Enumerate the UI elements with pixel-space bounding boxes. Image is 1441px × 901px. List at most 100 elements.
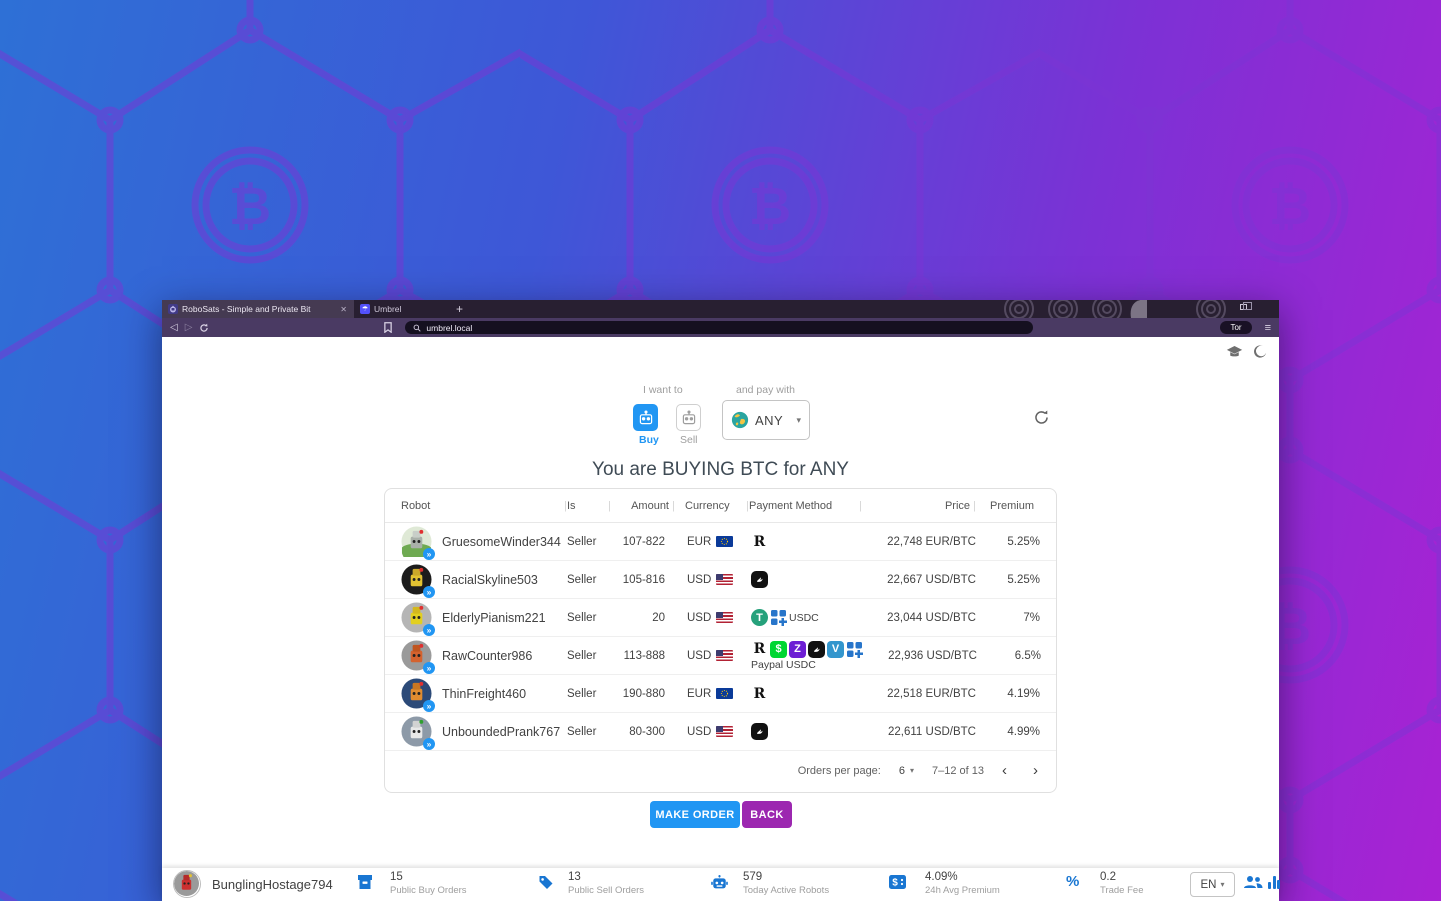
header-robot: Robot <box>401 500 567 512</box>
onion-pattern-decoration <box>1004 300 1226 318</box>
premium-cell: 6.5% <box>1014 649 1041 662</box>
per-page-select[interactable]: 6 ▾ <box>899 765 914 777</box>
sell-label: Sell <box>680 434 698 446</box>
refresh-button[interactable] <box>1033 409 1050 426</box>
stat-today-active-robots: 579 Today Active Robots <box>743 871 830 896</box>
buy-toggle-button[interactable] <box>633 404 658 431</box>
currency-code: USD <box>687 649 712 662</box>
robot-avatar: » <box>401 564 435 598</box>
header-is: Is <box>567 500 611 512</box>
amount-cell: 20 <box>652 611 665 624</box>
language-select[interactable]: EN ▾ <box>1190 872 1235 897</box>
amount-cell: 80-300 <box>629 725 665 738</box>
url-text: umbrel.local <box>426 322 473 333</box>
robosats-app: I want to Buy Sell and pay with ANY ▾ Yo… <box>162 337 1280 901</box>
avg-premium-price-icon: $ <box>889 875 906 889</box>
payment-method-text: Paypal USDC <box>751 658 816 671</box>
hamburger-menu-icon[interactable]: ≡ <box>1264 321 1271 334</box>
eu-flag-icon <box>716 688 734 699</box>
eu-flag-icon <box>716 536 734 547</box>
venmo-icon: V <box>827 640 844 658</box>
table-row[interactable]: » RacialSkyline503 Seller 105-816 USD 22… <box>385 561 1056 599</box>
robot-avatar: » <box>401 678 435 712</box>
tab-robosats[interactable]: RoboSats - Simple and Private Bit ✕ <box>162 300 354 318</box>
price-cell: 22,748 EUR/BTC <box>887 535 976 548</box>
is-cell: Seller <box>567 535 597 548</box>
table-row[interactable]: » ThinFreight460 Seller 190-880 EUR R 22… <box>385 675 1056 713</box>
exchange-summary-chart-icon[interactable] <box>1268 875 1280 889</box>
table-row[interactable]: » GruesomeWinder344 Seller 107-822 EUR R… <box>385 523 1056 561</box>
forward-button[interactable]: ▷ <box>184 321 193 333</box>
payment-method-text: USDC <box>789 611 819 624</box>
stat-public-sell-orders: 13 Public Sell Orders <box>568 871 645 896</box>
stat-24h-avg-premium: 4.09% 24h Avg Premium <box>925 871 1000 896</box>
tab-umbrel[interactable]: ☂ Umbrel <box>354 300 448 318</box>
cashapp-icon: $ <box>770 640 787 658</box>
table-row[interactable]: » UnboundedPrank767 Seller 80-300 USD 22… <box>385 713 1056 751</box>
order-badge-icon: » <box>423 624 435 636</box>
tor-circuit-button[interactable]: Tor <box>1220 321 1252 334</box>
chevron-down-icon: ▾ <box>1220 880 1225 889</box>
currency-code: EUR <box>687 687 712 700</box>
learn-graduation-icon[interactable] <box>1226 345 1243 359</box>
pay-with-label: and pay with <box>736 384 795 396</box>
user-avatar[interactable] <box>173 870 201 898</box>
new-tab-button[interactable]: + <box>456 302 464 316</box>
currency-code: USD <box>687 725 712 738</box>
tab-close-icon[interactable]: ✕ <box>340 304 347 314</box>
price-cell: 22,936 USD/BTC <box>888 649 977 662</box>
table-header-row: Robot Is Amount Currency Payment Method … <box>385 489 1056 523</box>
globe-any-icon <box>731 411 749 429</box>
bird-pay-icon <box>751 723 768 740</box>
us-flag-icon <box>716 574 734 585</box>
order-book-table: Robot Is Amount Currency Payment Method … <box>384 488 1057 793</box>
community-people-icon[interactable] <box>1243 875 1263 889</box>
page-title: You are BUYING BTC for ANY <box>592 459 849 480</box>
reload-button[interactable] <box>199 323 209 333</box>
currency-code: USD <box>687 611 712 624</box>
url-bar[interactable]: umbrel.local <box>405 321 1034 334</box>
header-payment: Payment Method <box>749 500 862 512</box>
tab-title: RoboSats - Simple and Private Bit <box>182 304 311 314</box>
window-restore-icon[interactable] <box>1240 302 1252 310</box>
amount-cell: 105-816 <box>622 573 665 586</box>
amount-cell: 190-880 <box>622 687 665 700</box>
premium-cell: 4.99% <box>1007 725 1040 738</box>
payment-method-select[interactable]: ANY ▾ <box>722 400 810 440</box>
stat-public-buy-orders: 15 Public Buy Orders <box>390 871 467 896</box>
table-row[interactable]: » ElderlyPianism221 Seller 20 USD T USDC… <box>385 599 1056 637</box>
stat-trade-fee: 0.2 Trade Fee <box>1100 871 1144 896</box>
us-flag-icon <box>716 612 734 623</box>
orders-per-page-label: Orders per page: <box>797 764 881 777</box>
premium-cell: 5.25% <box>1007 535 1040 548</box>
bookmark-icon[interactable] <box>384 322 393 333</box>
sell-toggle-button[interactable] <box>676 404 701 431</box>
trade-fee-percent-icon: % <box>1066 873 1080 890</box>
buy-robot-icon <box>639 409 652 424</box>
is-cell: Seller <box>567 611 597 624</box>
revolut-icon: R <box>751 685 768 702</box>
back-button[interactable]: ◁ <box>170 321 178 333</box>
us-flag-icon <box>716 726 734 737</box>
robot-name: ThinFreight460 <box>442 686 527 701</box>
table-row[interactable]: » RawCounter986 Seller 113-888 USD R $ Z… <box>385 637 1056 675</box>
order-badge-icon: » <box>423 662 435 674</box>
search-icon <box>414 324 422 332</box>
umbrel-favicon-icon: ☂ <box>360 304 370 314</box>
user-nickname[interactable]: BunglingHostage794 <box>212 877 333 892</box>
premium-cell: 4.19% <box>1007 687 1040 700</box>
back-button[interactable]: BACK <box>742 801 792 828</box>
payment-selected-value: ANY <box>755 412 784 428</box>
robot-name: ElderlyPianism221 <box>442 610 546 625</box>
prev-page-button[interactable]: ‹ <box>1002 762 1007 779</box>
buy-orders-inbox-icon <box>358 875 372 889</box>
make-order-button[interactable]: MAKE ORDER <box>650 801 740 828</box>
chevron-down-icon: ▾ <box>796 414 801 425</box>
buy-label: Buy <box>639 434 659 446</box>
price-cell: 22,611 USD/BTC <box>888 725 976 738</box>
page-range: 7–12 of 13 <box>932 764 984 777</box>
dark-mode-moon-icon[interactable] <box>1253 345 1267 359</box>
usdc-squares-icon <box>770 609 787 626</box>
next-page-button[interactable]: › <box>1033 762 1038 779</box>
premium-cell: 7% <box>1023 611 1040 624</box>
